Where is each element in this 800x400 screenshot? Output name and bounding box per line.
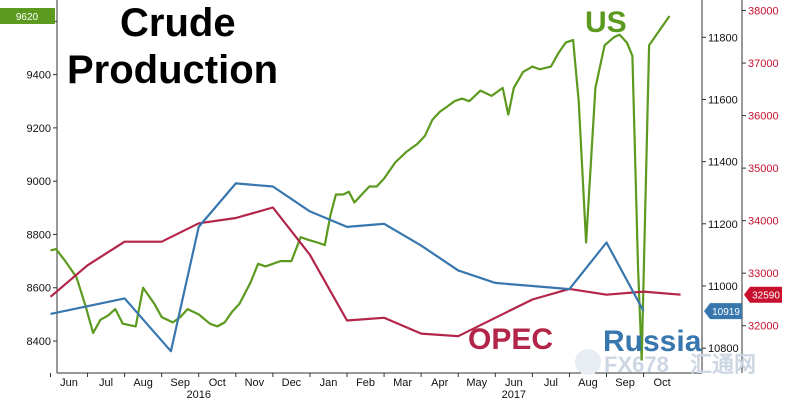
watermark-logo: FX678 汇通网 bbox=[575, 349, 756, 377]
us-value-tag-label: 9620 bbox=[16, 12, 39, 23]
series-line-opec bbox=[49, 206, 681, 338]
opec-value-tag bbox=[744, 286, 782, 303]
x-axis-tick-label: Aug bbox=[578, 377, 598, 389]
x-axis-year-label: 2017 bbox=[502, 389, 526, 400]
mid-axis-tick-label: 11000 bbox=[708, 281, 738, 293]
x-axis-tick-label: Jan bbox=[320, 377, 338, 389]
right-axis-tick-label: 36000 bbox=[748, 111, 779, 123]
mid-axis-tick-label: 11800 bbox=[708, 32, 738, 44]
x-axis-tick-label: Aug bbox=[133, 377, 153, 389]
mid-axis-tick-label: 11400 bbox=[708, 157, 738, 169]
right-axis-tick-label: 34000 bbox=[748, 216, 779, 228]
left-axis-ticks: 8400 8600 8800 9000 9200 9400 bbox=[27, 20, 57, 348]
series-label-us: US bbox=[585, 6, 627, 39]
right-axis-tick-label: 35000 bbox=[748, 163, 779, 175]
left-axis-tick-label: 9200 bbox=[27, 123, 51, 135]
x-axis-tick-label: May bbox=[466, 377, 487, 389]
mid-axis-tick-label: 10800 bbox=[708, 343, 739, 355]
x-axis-tick-label: Jul bbox=[544, 377, 558, 389]
opec-value-tag-label: 32590 bbox=[752, 291, 780, 302]
left-axis-tick-label: 8600 bbox=[27, 283, 51, 295]
watermark-text: FX678 bbox=[604, 352, 669, 377]
x-axis-tick-label: Jun bbox=[505, 377, 523, 389]
series-labels: US OPEC Russia bbox=[468, 6, 702, 358]
x-axis-tick-label: Oct bbox=[654, 377, 671, 389]
series-line-us bbox=[50, 15, 671, 361]
x-axis-ticks: Jun Jul Aug Sep Oct Nov Dec Jan Feb Mar Apr May Jun J… bbox=[49, 373, 671, 400]
x-axis-tick-label: Nov bbox=[245, 377, 265, 389]
x-axis-tick-label: Oct bbox=[209, 377, 226, 389]
x-axis-tick-label: Sep bbox=[170, 377, 190, 389]
series-label-opec: OPEC bbox=[468, 323, 553, 356]
series-line-russia bbox=[50, 182, 645, 353]
title-line-2: Production bbox=[67, 48, 278, 92]
series-label-russia: Russia bbox=[603, 325, 702, 358]
watermark-cn-text: 汇通网 bbox=[690, 352, 756, 377]
us-value-tag bbox=[0, 7, 55, 24]
mid-axis-ticks: 10800 11000 11200 11400 11600 11800 bbox=[702, 32, 739, 355]
title-line-1: Crude bbox=[120, 1, 236, 45]
x-axis-tick-label: Mar bbox=[393, 377, 412, 389]
right-axis-tick-label: 38000 bbox=[748, 6, 779, 18]
x-axis-tick-label: Sep bbox=[615, 377, 635, 389]
watermark-globe-icon bbox=[575, 349, 601, 375]
x-axis-tick-label: Dec bbox=[282, 377, 302, 389]
x-axis-tick-label: Apr bbox=[431, 377, 448, 389]
x-axis-tick-label: Jun bbox=[60, 377, 78, 389]
x-axis-tick-label: Feb bbox=[356, 377, 375, 389]
mid-axis-tick-label: 11600 bbox=[708, 94, 738, 106]
x-axis-year-label: 2016 bbox=[186, 389, 210, 400]
left-axis-tick-label: 8400 bbox=[27, 336, 51, 348]
mid-axis-tick-label: 11200 bbox=[708, 219, 738, 231]
left-axis-tick-label: 9400 bbox=[27, 70, 51, 82]
value-tags: 9620 10919 32590 bbox=[0, 7, 782, 320]
right-axis-tick-label: 32000 bbox=[748, 321, 779, 333]
series-lines bbox=[49, 15, 681, 361]
left-axis-tick-label: 8800 bbox=[27, 229, 51, 241]
left-axis-tick-label: 9000 bbox=[27, 176, 51, 188]
chart-title: Crude Production bbox=[67, 1, 278, 92]
right-axis-tick-label: 33000 bbox=[748, 268, 779, 280]
russia-value-tag bbox=[704, 303, 742, 320]
right-axis-ticks: 32000 33000 34000 35000 36000 37000 38000 bbox=[742, 6, 779, 333]
right-axis-tick-label: 37000 bbox=[748, 58, 779, 70]
russia-value-tag-label: 10919 bbox=[712, 307, 740, 318]
x-axis-tick-label: Jul bbox=[99, 377, 113, 389]
